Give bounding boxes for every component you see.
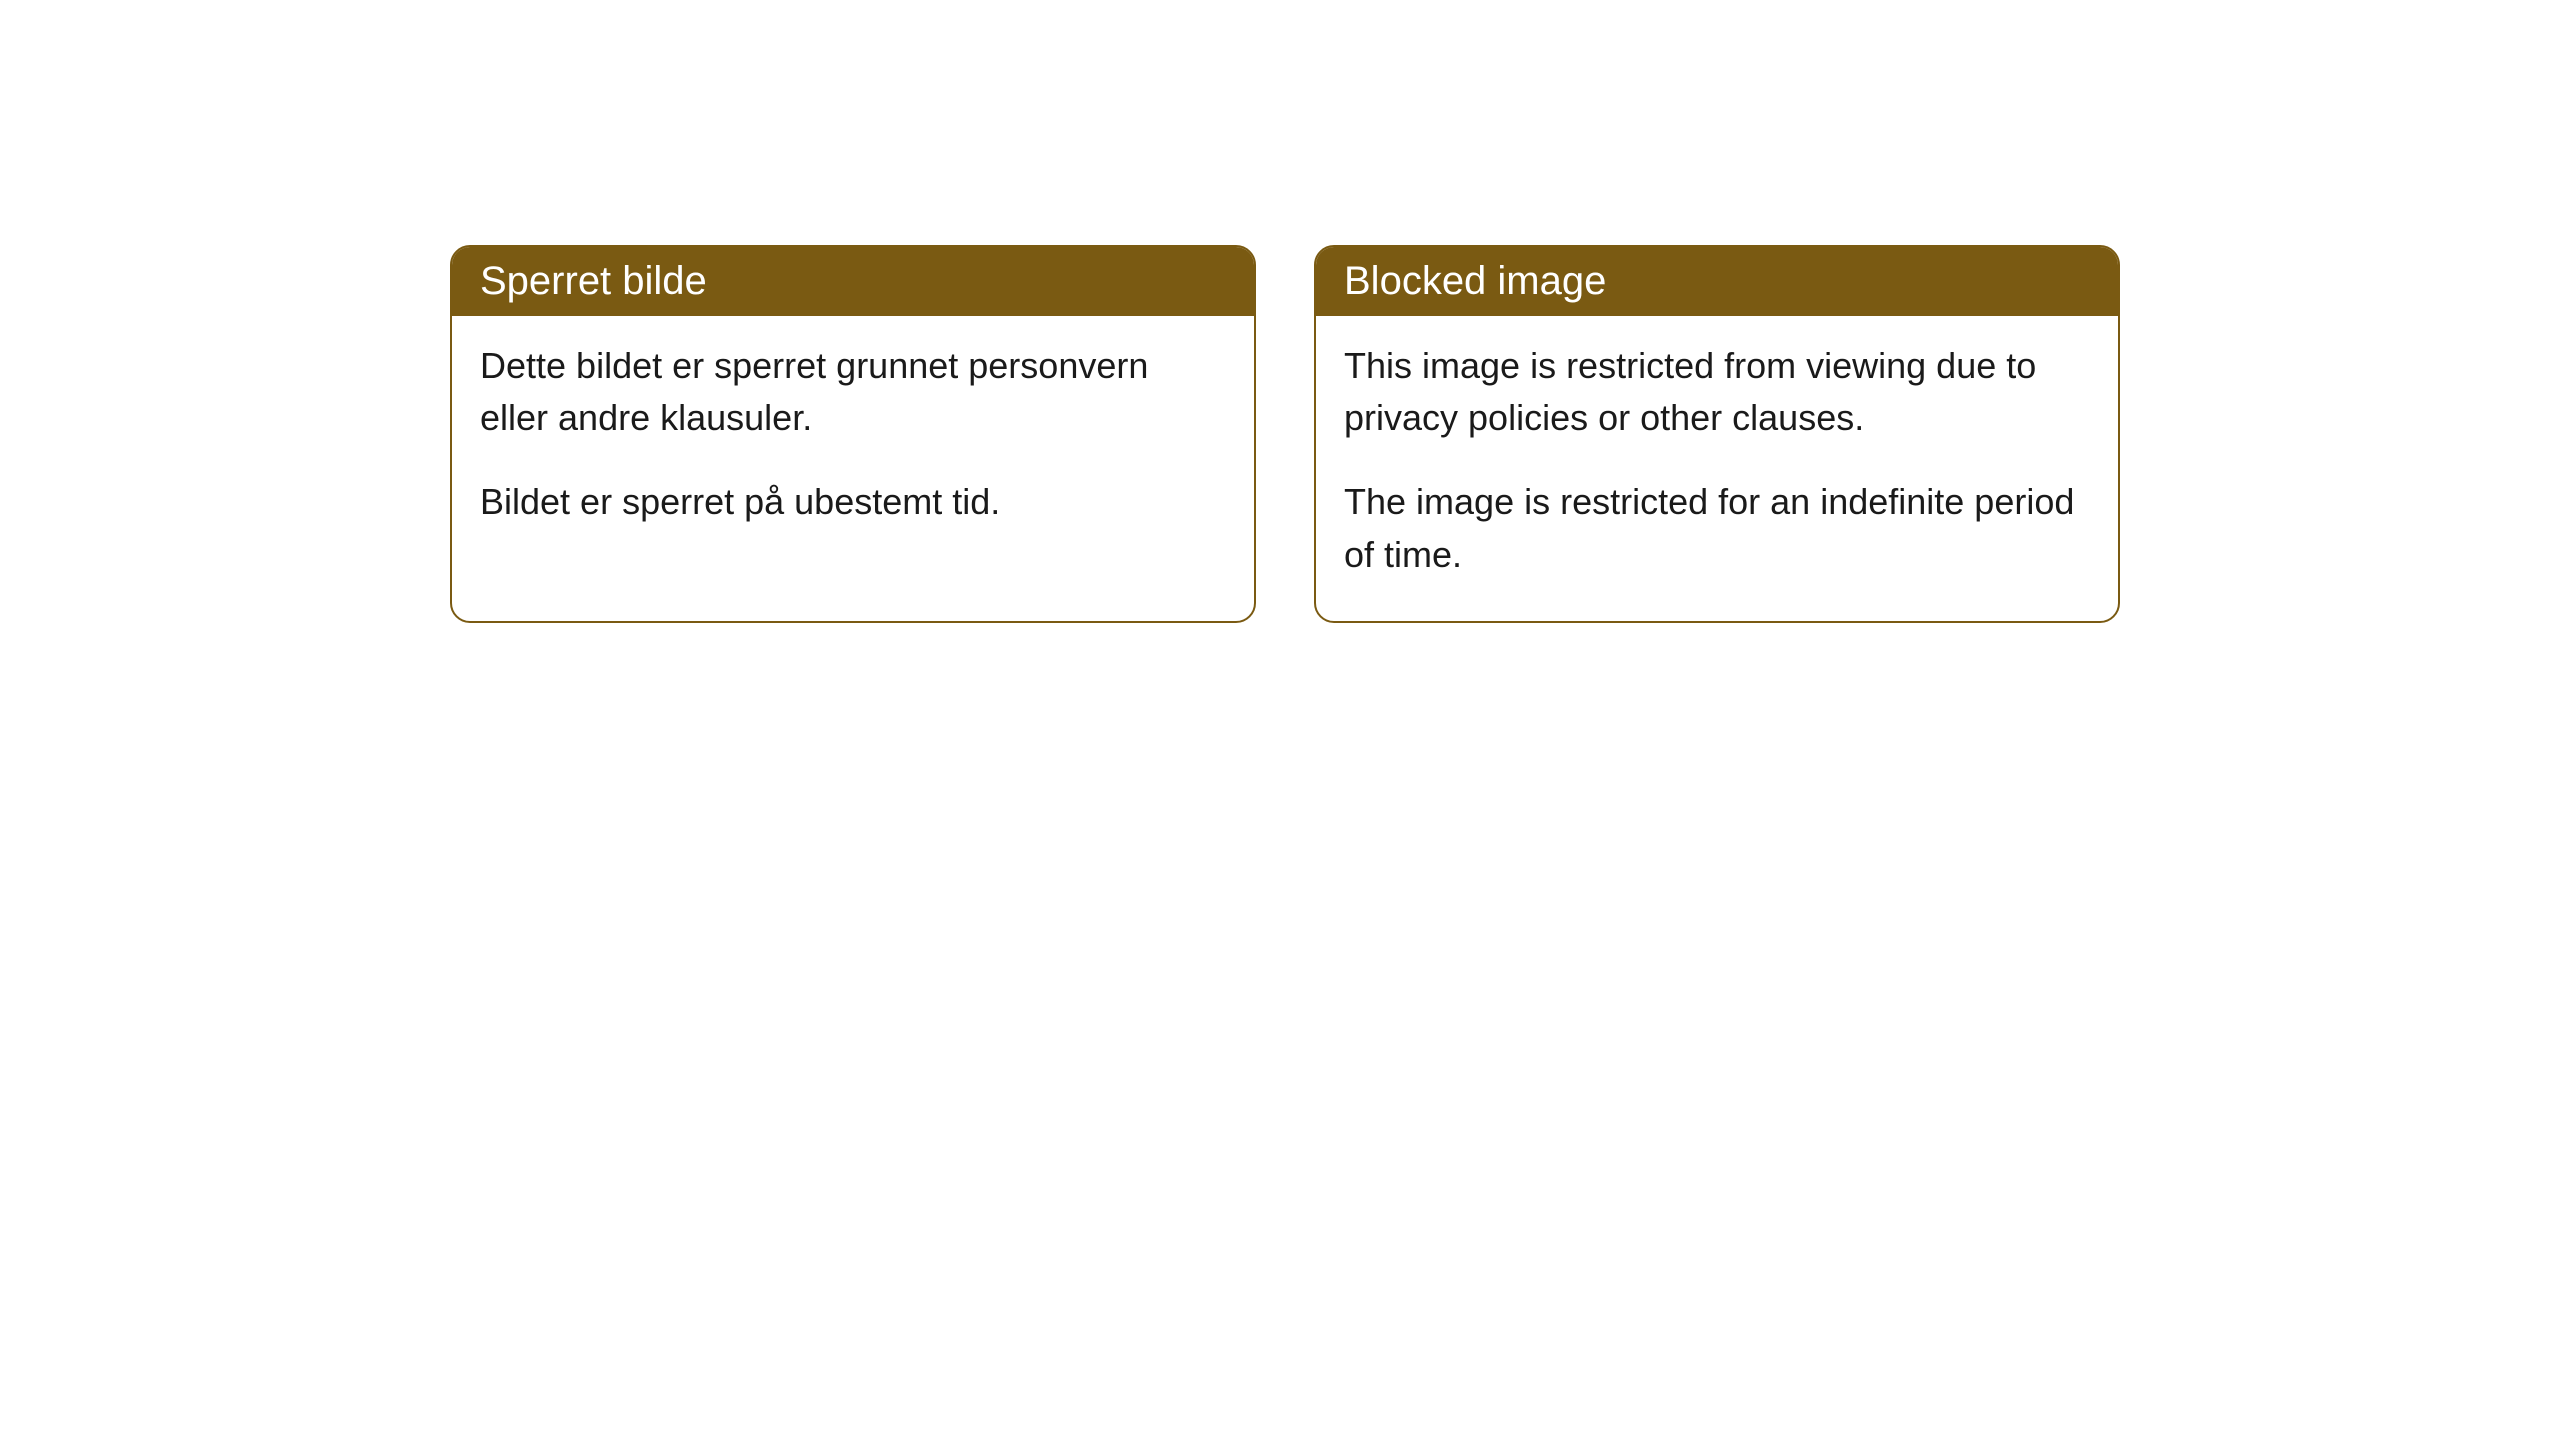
card-paragraph-1-english: This image is restricted from viewing du…	[1344, 340, 2090, 444]
card-paragraph-2-english: The image is restricted for an indefinit…	[1344, 476, 2090, 580]
card-paragraph-1-norwegian: Dette bildet er sperret grunnet personve…	[480, 340, 1226, 444]
blocked-image-card-norwegian: Sperret bilde Dette bildet er sperret gr…	[450, 245, 1256, 623]
card-header-norwegian: Sperret bilde	[452, 247, 1254, 316]
card-header-english: Blocked image	[1316, 247, 2118, 316]
notice-cards-container: Sperret bilde Dette bildet er sperret gr…	[450, 245, 2120, 623]
card-body-norwegian: Dette bildet er sperret grunnet personve…	[452, 316, 1254, 569]
blocked-image-card-english: Blocked image This image is restricted f…	[1314, 245, 2120, 623]
card-paragraph-2-norwegian: Bildet er sperret på ubestemt tid.	[480, 476, 1226, 528]
card-body-english: This image is restricted from viewing du…	[1316, 316, 2118, 621]
